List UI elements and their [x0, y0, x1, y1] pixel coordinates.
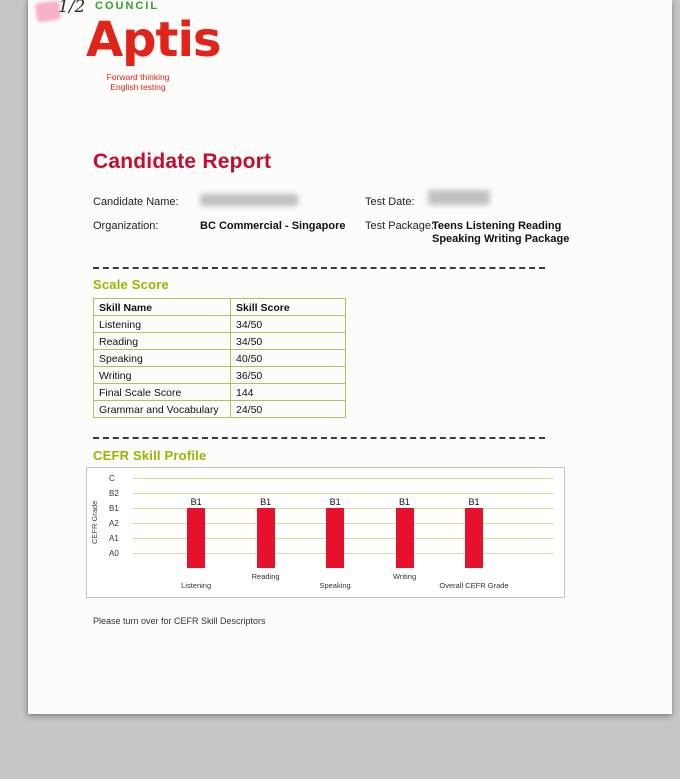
bar-group-overall: B1	[452, 497, 496, 568]
table-row: Writing 36/50	[93, 366, 346, 384]
y-tick-label: B1	[109, 504, 119, 513]
page-indicator: 1/2	[58, 0, 86, 17]
chart-plot-area: C B2 B1 A2 A1 A0 B1 B1 B1	[109, 474, 554, 590]
test-package-value: Teens Listening Reading Speaking Writing…	[432, 220, 570, 245]
bar-value-label: B1	[399, 497, 411, 507]
table-cell-skill: Speaking	[93, 349, 231, 367]
bar-value-label: B1	[260, 497, 272, 507]
test-date-redacted-value	[428, 190, 490, 205]
x-label-listening: Listening	[181, 581, 212, 590]
gridline	[133, 493, 554, 494]
table-cell-score: 40/50	[230, 349, 346, 367]
dashed-divider	[93, 267, 545, 269]
y-tick-label: A1	[109, 534, 119, 543]
table-header-skill-score: Skill Score	[230, 298, 346, 316]
table-cell-score: 36/50	[230, 366, 346, 384]
aptis-logo: Aptis	[86, 12, 221, 68]
cefr-chart: CEFR Grade C B2 B1 A2 A1 A0 B1	[86, 467, 565, 598]
bar-value-label: B1	[329, 497, 341, 507]
table-header-row: Skill Name Skill Score	[93, 298, 346, 316]
x-label-overall: Overall CEFR Grade	[439, 581, 509, 590]
table-header-skill-name: Skill Name	[93, 298, 231, 316]
x-label-speaking: Speaking	[319, 581, 351, 590]
bar-group-reading: B1	[244, 497, 288, 568]
aptis-tagline-line1: Forward thinking	[106, 72, 170, 82]
bar-writing	[395, 508, 414, 568]
dashed-divider	[93, 437, 545, 439]
bar-value-label: B1	[468, 497, 480, 507]
table-cell-score: 24/50	[230, 400, 346, 418]
y-tick-label: B2	[109, 489, 119, 498]
candidate-name-label: Candidate Name:	[93, 196, 179, 208]
report-title: Candidate Report	[93, 150, 272, 173]
x-label-reading: Reading	[251, 572, 280, 581]
table-cell-score: 34/50	[230, 332, 346, 350]
organization-label: Organization:	[93, 220, 159, 232]
british-council-wordmark: COUNCIL	[95, 0, 160, 12]
bar-speaking	[326, 508, 345, 568]
bar-listening	[187, 508, 206, 568]
cefr-profile-heading: CEFR Skill Profile	[93, 448, 207, 463]
aptis-logo-tagline: Forward thinking English testing	[90, 72, 186, 92]
table-cell-score: 144	[230, 383, 346, 401]
bar-overall-cefr	[465, 508, 483, 568]
y-tick-label: C	[109, 474, 115, 483]
report-page: 1/2 COUNCIL Aptis Forward thinking Engli…	[28, 0, 672, 714]
organization-value: BC Commercial - Singapore	[200, 220, 346, 232]
scale-score-table: Skill Name Skill Score Listening 34/50 R…	[93, 298, 346, 418]
table-cell-skill: Writing	[93, 366, 231, 384]
gridline	[133, 478, 554, 479]
y-tick-label: A2	[109, 519, 119, 528]
bar-group-speaking: B1	[313, 497, 357, 568]
footer-note: Please turn over for CEFR Skill Descript…	[93, 616, 266, 626]
candidate-name-redacted-value	[200, 194, 298, 206]
chart-y-axis-title: CEFR Grade	[90, 500, 99, 544]
table-row: Speaking 40/50	[93, 349, 346, 367]
test-date-label: Test Date:	[365, 196, 415, 208]
test-package-label: Test Package:	[365, 220, 435, 232]
table-row: Listening 34/50	[93, 315, 346, 333]
bar-group-listening: B1	[174, 497, 218, 568]
bar-reading	[256, 508, 275, 568]
aptis-tagline-line2: English testing	[110, 81, 166, 92]
y-tick-label: A0	[109, 549, 119, 558]
bar-value-label: B1	[190, 497, 202, 507]
table-row: Grammar and Vocabulary 24/50	[93, 400, 346, 418]
table-cell-skill: Listening	[93, 315, 231, 333]
table-cell-skill: Final Scale Score	[93, 383, 231, 401]
table-cell-score: 34/50	[230, 315, 346, 333]
table-cell-skill: Reading	[93, 332, 231, 350]
bar-group-writing: B1	[383, 497, 427, 568]
x-label-writing: Writing	[392, 572, 417, 581]
table-row: Final Scale Score 144	[93, 383, 346, 401]
scale-score-heading: Scale Score	[93, 277, 169, 292]
table-row: Reading 34/50	[93, 332, 346, 350]
table-cell-skill: Grammar and Vocabulary	[93, 400, 231, 418]
